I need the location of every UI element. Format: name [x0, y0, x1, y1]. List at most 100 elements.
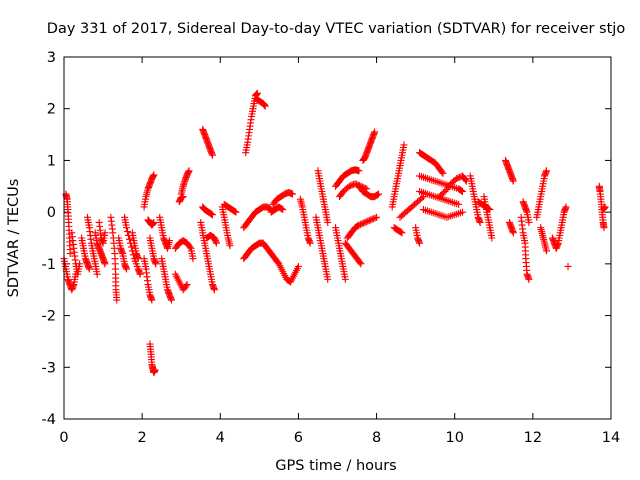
series-arc-52: [416, 187, 463, 208]
data-point: [525, 275, 533, 283]
data-point: [279, 206, 287, 214]
data-point: [543, 247, 551, 255]
series-arc-59: [505, 218, 517, 237]
data-point: [167, 296, 175, 304]
series-arc-26: [203, 231, 220, 247]
data-point: [152, 260, 160, 268]
series-arc-23: [197, 218, 218, 294]
data-point: [231, 207, 239, 215]
chart-title: Day 331 of 2017, Sidereal Day-to-day VTE…: [47, 21, 626, 37]
series-arc-06: [91, 229, 109, 268]
data-point: [306, 239, 314, 247]
y-tick-label: 3: [47, 50, 56, 66]
series-arc-13: [140, 255, 156, 304]
series-arc-04: [78, 234, 93, 273]
data-point: [461, 176, 469, 184]
series-arc-54: [435, 172, 470, 201]
series-arc-61: [519, 198, 533, 226]
y-tick-label: 0: [47, 205, 56, 221]
data-point: [347, 182, 355, 190]
series-arc-11: [128, 229, 142, 263]
y-tick-label: 2: [47, 102, 56, 118]
data-point: [370, 215, 378, 223]
data-point: [509, 229, 517, 237]
series-arc-36: [296, 195, 314, 247]
series-arc-33: [267, 250, 302, 286]
x-tick-label: 6: [294, 430, 303, 446]
series-arc-09: [115, 234, 131, 273]
data-point: [208, 211, 216, 219]
series-arc-22: [175, 193, 187, 206]
data-point: [368, 215, 376, 223]
data-point: [127, 243, 135, 251]
data-point: [179, 193, 187, 201]
data-point: [455, 200, 463, 208]
series-arc-37: [312, 213, 332, 283]
data-point: [324, 275, 332, 283]
series-arc-19: [171, 237, 197, 263]
data-point: [365, 217, 373, 225]
series-arc-25: [199, 203, 216, 219]
data-point: [150, 171, 158, 179]
data-point: [151, 366, 159, 374]
data-point: [253, 89, 261, 97]
data-point: [543, 167, 551, 175]
data-point: [525, 218, 533, 226]
series-arc-58: [502, 156, 517, 185]
series-arc-42: [355, 182, 383, 201]
series-arc-47: [390, 224, 406, 237]
data-point: [509, 177, 517, 185]
series-arc-39: [332, 224, 349, 283]
series-arc-35: [267, 203, 287, 216]
data-point: [454, 174, 462, 182]
data-point: [341, 275, 349, 283]
data-point: [189, 255, 197, 263]
y-axis-label: SDTVAR / TECUs: [6, 179, 22, 298]
data-point: [76, 260, 84, 268]
data-point: [364, 217, 372, 225]
x-tick-label: 4: [216, 430, 225, 446]
data-point: [439, 189, 447, 197]
plot-marks: [60, 89, 609, 376]
series-arc-67: [599, 203, 609, 214]
series-arc-43: [343, 213, 381, 242]
data-point: [125, 235, 133, 243]
series-arc-63: [537, 224, 551, 255]
data-point: [564, 262, 572, 270]
series-arc-30: [251, 94, 269, 110]
series-arc-05: [83, 213, 101, 278]
data-point: [148, 296, 156, 304]
data-point: [261, 102, 269, 110]
y-tick-label: -2: [42, 309, 56, 325]
data-point: [208, 151, 216, 159]
series-arc-50: [416, 149, 447, 177]
data-point: [134, 255, 142, 263]
data-point: [371, 214, 379, 222]
data-point: [367, 216, 375, 224]
x-axis-label: GPS time / hours: [275, 458, 396, 474]
series-arc-08: [107, 213, 121, 304]
data-point: [453, 175, 461, 183]
x-tick-label: 2: [138, 430, 147, 446]
data-point: [488, 234, 496, 242]
data-point: [123, 228, 131, 236]
series-arc-21: [177, 167, 193, 198]
data-point: [356, 220, 364, 228]
series-arc-48: [396, 193, 427, 221]
data-point: [361, 218, 369, 226]
series-arc-38: [314, 167, 332, 226]
data-point: [212, 239, 220, 247]
data-point: [345, 182, 353, 190]
x-tick-label: 14: [602, 430, 620, 446]
data-point: [289, 190, 297, 198]
data-point: [357, 260, 365, 268]
series-arc-44: [341, 239, 365, 268]
series-arc-07: [95, 218, 109, 247]
series-arc-53: [419, 206, 467, 221]
series-arc-03: [68, 229, 84, 278]
data-point: [183, 281, 191, 289]
data-point: [476, 218, 484, 226]
data-point: [362, 218, 370, 226]
data-point: [438, 168, 446, 176]
